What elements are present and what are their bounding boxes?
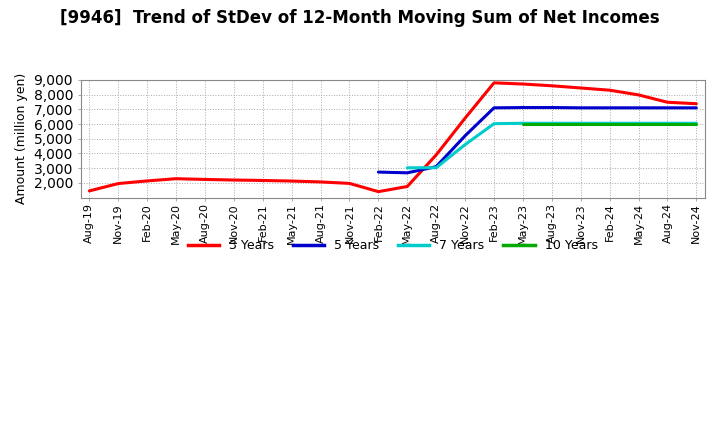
Legend: 3 Years, 5 Years, 7 Years, 10 Years: 3 Years, 5 Years, 7 Years, 10 Years <box>183 234 603 257</box>
Y-axis label: Amount (million yen): Amount (million yen) <box>15 73 28 204</box>
Text: [9946]  Trend of StDev of 12-Month Moving Sum of Net Incomes: [9946] Trend of StDev of 12-Month Moving… <box>60 9 660 27</box>
